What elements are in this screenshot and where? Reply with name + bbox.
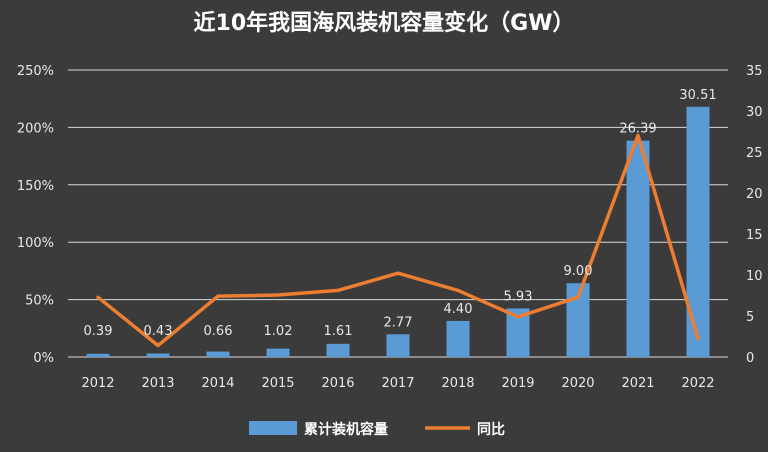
x-tick-label: 2020 — [561, 376, 594, 391]
bar-data-label: 2.77 — [384, 315, 413, 330]
line-point — [336, 288, 340, 292]
y-right-tick-label: 20 — [746, 187, 763, 202]
bar — [326, 343, 350, 357]
y-right-tick-label: 5 — [746, 310, 754, 325]
y-right-tick-label: 35 — [746, 64, 763, 79]
line-point — [276, 293, 280, 297]
y-left-tick-label: 150% — [17, 179, 54, 194]
bar-data-label: 1.61 — [324, 324, 353, 339]
y-right-tick-label: 10 — [746, 269, 763, 284]
y-right-tick-label: 0 — [746, 351, 754, 366]
yoy-line — [96, 133, 700, 348]
y-left-tick-label: 0% — [33, 351, 54, 366]
y-axis-right: 0 5 10 15 20 25 30 35 — [746, 64, 763, 366]
bar-data-label: 0.43 — [144, 324, 173, 339]
bar — [566, 283, 590, 357]
x-tick-label: 2019 — [501, 376, 534, 391]
y-right-tick-label: 30 — [746, 105, 763, 120]
bar-data-label: 26.39 — [619, 122, 656, 137]
line-point — [636, 133, 640, 137]
y-left-tick-label: 250% — [17, 64, 54, 79]
bar — [386, 334, 410, 357]
data-labels: 0.39 0.43 0.66 1.02 1.61 2.77 4.40 5.93 9.00 26.3… — [84, 88, 717, 339]
x-tick-label: 2021 — [621, 376, 654, 391]
line-point — [516, 315, 520, 319]
y-axis-left: 0% 50% 100% 150% 200% 250% — [17, 64, 54, 366]
bar — [446, 320, 470, 357]
x-tick-label: 2015 — [261, 376, 294, 391]
y-left-tick-label: 100% — [17, 236, 54, 251]
bar — [626, 140, 650, 357]
line-point — [576, 295, 580, 299]
line-point — [96, 295, 100, 299]
bar-data-label: 9.00 — [564, 264, 593, 279]
legend-label-line: 同比 — [477, 421, 505, 438]
bar — [86, 353, 110, 357]
x-tick-label: 2014 — [201, 376, 234, 391]
bar-data-label: 0.39 — [84, 324, 113, 339]
x-tick-label: 2016 — [321, 376, 354, 391]
x-tick-label: 2017 — [381, 376, 414, 391]
bar-data-label: 0.66 — [204, 324, 233, 339]
y-left-tick-label: 50% — [25, 294, 54, 309]
grid-lines — [68, 69, 728, 358]
x-tick-label: 2013 — [141, 376, 174, 391]
chart-title: 近10年我国海风装机容量变化（GW） — [194, 10, 575, 36]
bar — [506, 308, 530, 357]
bar-data-label: 30.51 — [679, 88, 716, 103]
x-tick-label: 2022 — [681, 376, 714, 391]
line-point — [696, 337, 700, 341]
line-point — [396, 271, 400, 275]
x-tick-label: 2018 — [441, 376, 474, 391]
legend: 累计装机容量 同比 — [249, 421, 505, 438]
x-axis: 2012 2013 2014 2015 2016 2017 2018 2019 2020 2021… — [81, 376, 714, 391]
bar — [266, 348, 290, 357]
bar-data-label: 5.93 — [504, 289, 533, 304]
bar — [686, 106, 710, 358]
line-point — [156, 344, 160, 348]
bar — [146, 353, 170, 357]
line-series — [96, 133, 700, 348]
y-left-tick-label: 200% — [17, 121, 54, 136]
bar — [206, 351, 230, 357]
y-right-tick-label: 15 — [746, 228, 763, 243]
y-right-tick-label: 25 — [746, 146, 763, 161]
bar-data-label: 1.02 — [264, 324, 293, 339]
line-point — [216, 294, 220, 298]
legend-label-bar: 累计装机容量 — [304, 421, 388, 438]
x-tick-label: 2012 — [81, 376, 114, 391]
bar-data-label: 4.40 — [444, 302, 473, 317]
legend-swatch-bar — [249, 421, 297, 435]
line-point — [456, 288, 460, 292]
bar-series — [86, 106, 710, 358]
